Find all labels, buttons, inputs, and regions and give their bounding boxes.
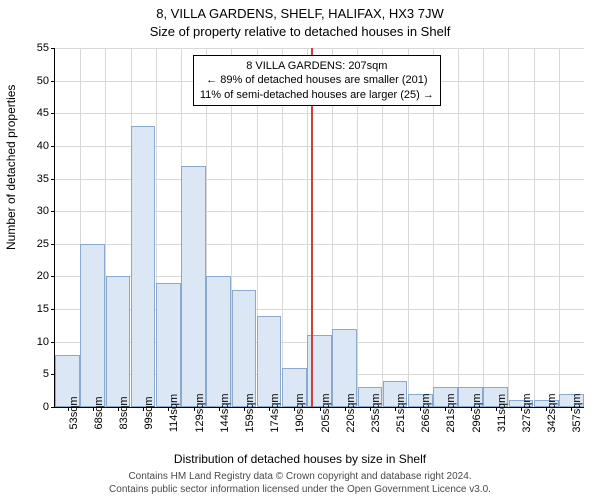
ytick-label: 50 <box>37 75 49 87</box>
gridline-v <box>458 48 459 407</box>
gridline-h <box>55 48 584 49</box>
annotation-box: 8 VILLA GARDENS: 207sqm← 89% of detached… <box>193 55 441 106</box>
xtick-label: 144sqm <box>219 393 231 432</box>
histogram-bar <box>206 276 231 407</box>
ytick-label: 35 <box>37 173 49 185</box>
ytick-mark <box>51 276 55 277</box>
xtick-label: 205sqm <box>320 393 332 432</box>
gridline-v <box>508 48 509 407</box>
histogram-bar <box>80 244 105 407</box>
histogram-bar <box>232 290 257 407</box>
ytick-label: 20 <box>37 270 49 282</box>
annotation-line: ← 89% of detached houses are smaller (20… <box>200 73 434 87</box>
chart-supertitle: 8, VILLA GARDENS, SHELF, HALIFAX, HX3 7J… <box>0 6 600 21</box>
xtick-label: 235sqm <box>370 393 382 432</box>
chart-title: Size of property relative to detached ho… <box>0 24 600 39</box>
xtick-label: 159sqm <box>244 393 256 432</box>
caption-line-1: Contains HM Land Registry data © Crown c… <box>128 471 471 482</box>
ytick-mark <box>51 113 55 114</box>
xtick-label: 99sqm <box>143 396 155 429</box>
ytick-mark <box>51 211 55 212</box>
gridline-v <box>483 48 484 407</box>
ytick-mark <box>51 48 55 49</box>
annotation-line: 8 VILLA GARDENS: 207sqm <box>200 59 434 73</box>
xtick-label: 174sqm <box>269 393 281 432</box>
xtick-label: 266sqm <box>420 393 432 432</box>
ytick-label: 40 <box>37 140 49 152</box>
ytick-mark <box>51 244 55 245</box>
ytick-mark <box>51 179 55 180</box>
gridline-v <box>534 48 535 407</box>
chart-caption: Contains HM Land Registry data © Crown c… <box>0 470 600 496</box>
xtick-label: 327sqm <box>521 393 533 432</box>
xtick-label: 357sqm <box>571 393 583 432</box>
ytick-mark <box>51 342 55 343</box>
y-axis-label: Number of detached properties <box>4 85 18 250</box>
xtick-label: 114sqm <box>168 394 180 432</box>
xtick-label: 68sqm <box>93 396 105 429</box>
histogram-bar <box>156 283 181 407</box>
xtick-label: 53sqm <box>68 396 80 429</box>
histogram-bar <box>106 276 131 407</box>
xtick-label: 342sqm <box>546 393 558 432</box>
xtick-label: 311sqm <box>496 394 508 432</box>
gridline-v <box>559 48 560 407</box>
xtick-label: 83sqm <box>118 396 130 429</box>
ytick-mark <box>51 146 55 147</box>
histogram-bar <box>131 126 156 407</box>
ytick-mark <box>51 407 55 408</box>
ytick-label: 45 <box>37 107 49 119</box>
xtick-label: 129sqm <box>194 393 206 432</box>
x-axis-label: Distribution of detached houses by size … <box>0 452 600 466</box>
xtick-label: 190sqm <box>294 393 306 432</box>
ytick-label: 55 <box>37 42 49 54</box>
xtick-label: 220sqm <box>345 393 357 432</box>
ytick-label: 10 <box>37 336 49 348</box>
ytick-label: 30 <box>37 205 49 217</box>
ytick-label: 5 <box>43 368 49 380</box>
histogram-bar <box>181 166 206 408</box>
xtick-label: 281sqm <box>445 393 457 432</box>
ytick-label: 15 <box>37 303 49 315</box>
plot-area: 051015202530354045505553sqm68sqm83sqm99s… <box>54 48 584 408</box>
ytick-mark <box>51 81 55 82</box>
caption-line-2: Contains public sector information licen… <box>109 484 491 495</box>
annotation-line: 11% of semi-detached houses are larger (… <box>200 88 434 102</box>
ytick-label: 0 <box>43 401 49 413</box>
xtick-label: 296sqm <box>471 393 483 432</box>
ytick-mark <box>51 309 55 310</box>
ytick-label: 25 <box>37 238 49 250</box>
gridline-h <box>55 113 584 114</box>
xtick-label: 251sqm <box>395 393 407 432</box>
